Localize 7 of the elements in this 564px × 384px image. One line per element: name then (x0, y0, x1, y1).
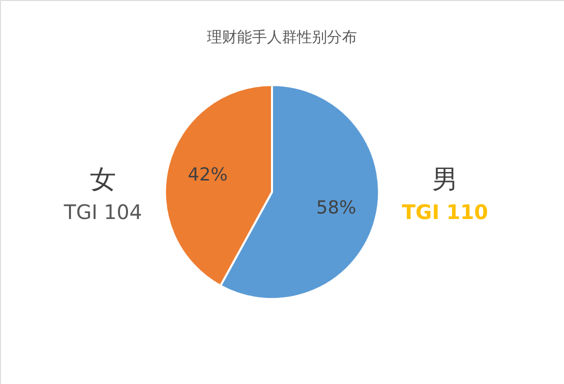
slice-label: 男 (432, 165, 458, 195)
data-label: 58% (316, 198, 356, 218)
text: TGI 104 (62, 200, 142, 224)
data-label: 42% (188, 164, 228, 186)
text: TGI 110 (402, 200, 488, 224)
chart-title: 理财能手人群性别分布 (207, 28, 357, 46)
slice-label: 女 (90, 165, 116, 195)
